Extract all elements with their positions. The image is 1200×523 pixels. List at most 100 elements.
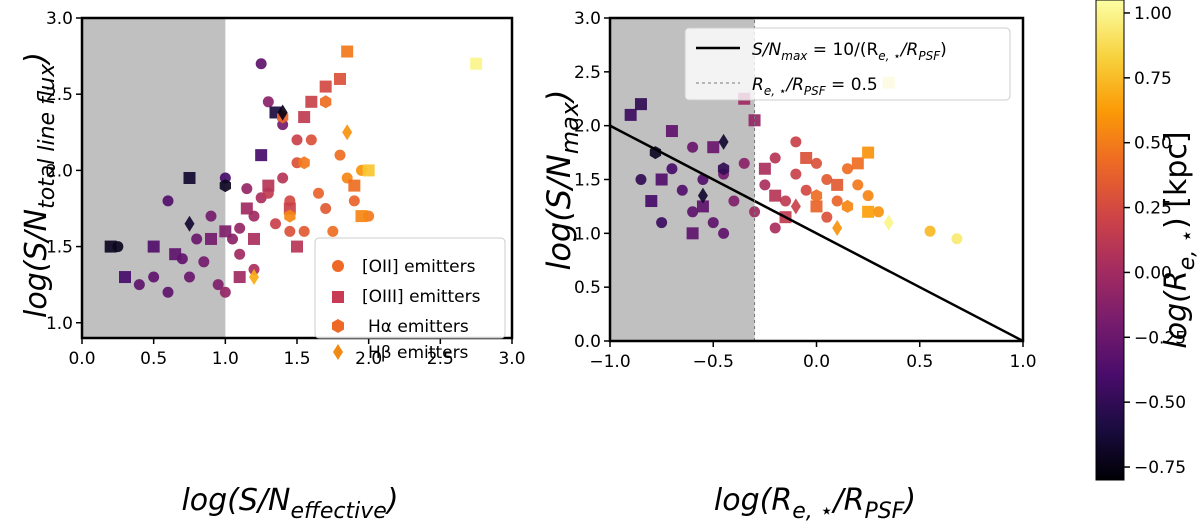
right-panel-diamond-point <box>832 219 843 236</box>
right-panel-square-point <box>862 146 875 159</box>
right-panel-square-point <box>665 125 678 138</box>
right-panel-circle-point <box>666 163 678 175</box>
left-panel-x-tick-label: 3.0 <box>498 349 525 369</box>
left-panel-square-point <box>341 45 354 58</box>
left-panel-hexagon-point <box>320 95 332 109</box>
left-panel-square-point <box>470 57 483 70</box>
left-panel-square-point <box>233 271 246 284</box>
left-panel: 0.0 0.5 1.0 1.5 2.0 2.5 3.0 1.0 1.5 2.0 2.5 3.0 [OI… <box>19 9 526 523</box>
right-panel-circle-point <box>635 174 647 185</box>
right-panel-square-point <box>645 195 658 208</box>
right-panel-circle-point <box>769 152 781 164</box>
left-panel-circle-point <box>162 286 174 298</box>
left-panel-circle-point <box>241 183 253 195</box>
left-panel-circle-point <box>162 195 174 207</box>
right-panel-hexagon-point <box>841 199 854 213</box>
left-panel-x-tick-label: 1.0 <box>212 349 239 369</box>
colorbar: −0.75 −0.50 −0.25 0.00 0.25 0.50 0.75 1.00 log(… <box>1095 0 1200 481</box>
right-panel-circle-point <box>811 157 822 169</box>
left-panel-points <box>104 45 483 298</box>
right-panel-square-point <box>800 151 813 164</box>
left-panel-x-tick-label: 1.5 <box>283 349 310 369</box>
legend-hexagon-marker <box>332 319 344 333</box>
left-panel-legend: [OII] emitters [OIII] emitters Hα emitte… <box>314 237 506 363</box>
right-panel-circle-point <box>676 184 688 196</box>
left-panel-circle-point <box>234 248 246 260</box>
left-panel-square-point <box>147 240 160 253</box>
right-panel-diamond-point <box>883 214 894 231</box>
left-panel-x-tick-label: 2.5 <box>427 349 454 369</box>
right-panel-x-label: log(Re, ⋆/RPSF) <box>714 483 916 523</box>
legend-square-marker <box>332 291 344 303</box>
right-panel-hexagon-point <box>649 146 662 160</box>
right-panel-y-tick-label: 0.5 <box>574 278 601 298</box>
left-panel-square-point <box>255 149 268 162</box>
right-panel-square-point <box>655 173 668 186</box>
left-panel-y-tick-label: 2.5 <box>46 85 73 105</box>
left-panel-square-point <box>348 179 361 192</box>
right-panel-circle-point <box>790 168 802 180</box>
left-panel-square-point <box>169 248 182 261</box>
right-panel-lines <box>610 18 1023 341</box>
right-panel-x-tick-label: −0.5 <box>693 352 734 372</box>
legend-frame <box>314 237 506 339</box>
colorbar-tick-label: −0.75 <box>1134 458 1186 478</box>
left-panel-y-tick-label: 3.0 <box>46 9 73 29</box>
right-panel-x-tick-label: 1.0 <box>1009 352 1036 372</box>
right-panel-circle-point <box>780 195 792 207</box>
legend-oiii-label: [OIII] emitters <box>362 287 481 307</box>
left-panel-diamond-point <box>277 104 288 121</box>
right-panel-square-point <box>696 200 709 213</box>
left-panel-square-point <box>305 95 318 108</box>
left-panel-x-label: log(S/Neffective) <box>181 483 398 523</box>
right-panel-square-point <box>769 189 782 202</box>
left-panel-circle-point <box>219 286 231 298</box>
right-panel-hexagon-point <box>810 189 823 203</box>
right-panel-circle-point <box>852 179 864 191</box>
right-panel-circle-point <box>951 233 963 245</box>
right-panel-hexagon-point <box>717 162 730 176</box>
right-panel-circle-point <box>656 217 668 229</box>
left-panel-circle-point <box>212 279 224 291</box>
right-panel-square-point <box>862 205 875 218</box>
left-panel-y-tick-label: 1.0 <box>46 314 73 334</box>
right-panel-circle-point <box>687 141 699 153</box>
colorbar-tick-label: 0.75 <box>1134 69 1172 89</box>
right-panel-square-point <box>686 227 699 240</box>
left-panel-square-point <box>262 179 275 192</box>
left-panel-square-point <box>183 172 196 184</box>
left-panel-x-tick-label: 0.5 <box>140 349 167 369</box>
left-panel-circle-point <box>255 58 267 70</box>
legend-circle-marker <box>332 260 344 272</box>
right-panel-circle-point <box>862 190 874 202</box>
left-panel-square-point <box>291 240 303 253</box>
left-panel-circle-point <box>327 225 339 237</box>
left-panel-diamond-point <box>342 124 353 141</box>
left-panel-circle-point <box>348 195 360 207</box>
left-panel-hexagon-point <box>284 209 296 223</box>
right-panel-y-tick-label: 0.0 <box>574 332 601 352</box>
right-panel-circle-point <box>718 227 730 239</box>
legend-frame <box>684 27 1011 101</box>
left-panel-square-point <box>104 240 117 253</box>
right-panel-diamond-point <box>790 198 801 215</box>
left-panel-square-point <box>355 210 368 223</box>
left-panel-circle-point <box>184 271 195 283</box>
legend-ratio-label: Re, ⋆/RPSF = 0.5 <box>752 75 878 98</box>
left-panel-circle-point <box>133 279 145 291</box>
right-panel-x-tick-label: 0.5 <box>906 352 933 372</box>
left-panel-square-point <box>119 271 131 284</box>
right-panel-y-tick-label: 1.5 <box>574 171 601 191</box>
left-panel-square-point <box>319 80 332 93</box>
right-panel-circle-point <box>728 195 740 207</box>
right-panel-square-point <box>851 157 864 170</box>
right-panel-x-tick-label: −1.0 <box>589 352 630 372</box>
colorbar-label: log(Re, ⋆) [kpc] <box>1159 131 1200 348</box>
left-panel-diamond-point <box>249 269 259 286</box>
colorbar-tick-label: −0.50 <box>1134 393 1186 413</box>
right-panel-square-point <box>748 114 761 127</box>
right-panel-y-label: log(S/Nmax) <box>540 89 584 270</box>
left-panel-shaded-region <box>82 18 226 338</box>
left-panel-square-point <box>362 164 375 177</box>
right-panel-ticks: −1.0 −0.5 0.0 0.5 1.0 0.0 0.5 1.0 1.5 2.0 2.5 3.0 <box>574 9 1037 372</box>
